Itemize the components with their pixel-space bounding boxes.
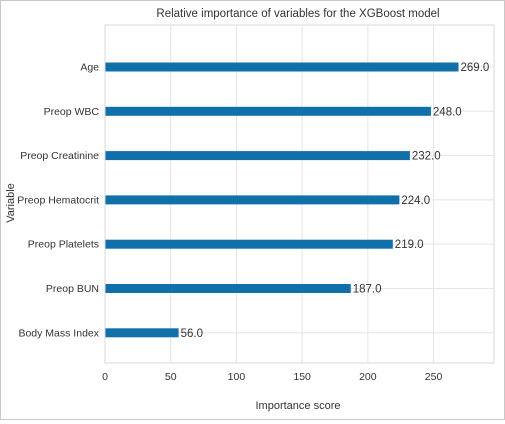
value-label: 224.0 (401, 195, 430, 207)
category-label: Preop Platelets (28, 239, 99, 251)
bar (105, 151, 410, 161)
bar (105, 239, 393, 249)
x-tick-label: 100 (228, 371, 246, 383)
value-label: 248.0 (433, 106, 462, 118)
x-tick-label: 200 (359, 371, 377, 383)
labels: 0 50 100 150 200 250 Age 269.0 Preop WBC 248.0 Pre… (17, 62, 489, 384)
bar (105, 62, 459, 72)
value-label: 187.0 (353, 284, 382, 296)
bar (105, 328, 179, 338)
x-tick-label: 150 (293, 371, 311, 383)
bar (105, 284, 351, 293)
plot-area-border (104, 24, 495, 364)
category-label: Preop Creatinine (20, 150, 99, 162)
chart-title: Relative importance of variables for the… (156, 8, 439, 20)
x-tick-label: 0 (102, 371, 108, 383)
x-tick-label: 250 (425, 371, 443, 383)
value-label: 269.0 (461, 62, 490, 74)
grid-lines (104, 25, 494, 363)
bar (105, 106, 431, 116)
value-label: 232.0 (412, 151, 441, 163)
y-axis-label: Variable (5, 183, 17, 223)
bar (105, 195, 400, 205)
value-label: 56.0 (181, 328, 203, 340)
category-label: Preop Hematocrit (17, 194, 99, 206)
category-label: Preop BUN (46, 283, 99, 295)
x-axis-label: Importance score (256, 400, 341, 412)
x-tick-label: 50 (165, 371, 177, 383)
bars (105, 62, 459, 338)
value-label: 219.0 (395, 239, 424, 251)
category-label: Preop WBC (44, 106, 100, 118)
category-label: Body Mass Index (18, 327, 99, 339)
category-label: Age (80, 62, 99, 74)
